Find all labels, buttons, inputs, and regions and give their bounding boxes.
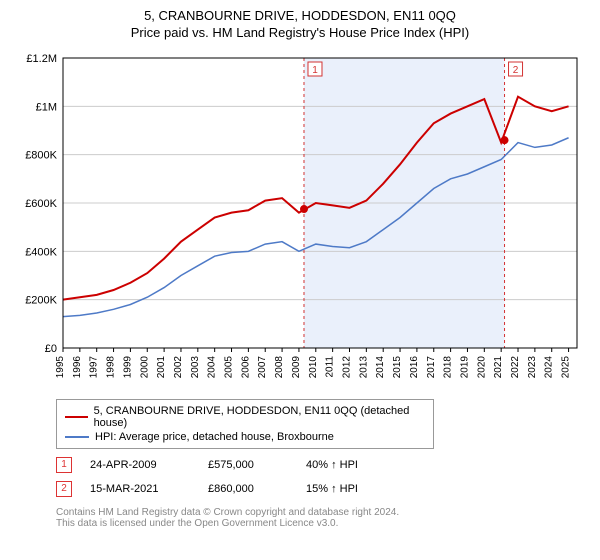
- svg-text:£0: £0: [45, 343, 57, 355]
- svg-text:1999: 1999: [122, 356, 133, 379]
- chart-container: £0 £200K £400K £600K £800K £1M £1.2M 1995 1996 19…: [15, 48, 585, 393]
- svg-text:2023: 2023: [527, 356, 538, 379]
- svg-text:2: 2: [513, 65, 519, 76]
- svg-text:2003: 2003: [190, 356, 201, 379]
- svg-text:£600K: £600K: [25, 198, 57, 210]
- sale-marker-2: 2: [56, 481, 72, 497]
- sale-row-1: 1 24-APR-2009 £575,000 40% ↑ HPI: [56, 453, 592, 477]
- svg-text:2006: 2006: [240, 356, 251, 379]
- svg-text:2005: 2005: [224, 356, 235, 379]
- svg-text:2012: 2012: [341, 356, 352, 379]
- svg-text:£1M: £1M: [36, 101, 57, 113]
- svg-text:2018: 2018: [443, 356, 454, 379]
- svg-text:£400K: £400K: [25, 246, 57, 258]
- legend-row-2: HPI: Average price, detached house, Brox…: [65, 430, 425, 444]
- svg-text:1996: 1996: [72, 356, 83, 379]
- svg-text:£1.2M: £1.2M: [26, 53, 57, 65]
- legend-label-1: 5, CRANBOURNE DRIVE, HODDESDON, EN11 0QQ…: [94, 405, 425, 429]
- svg-text:1995: 1995: [55, 356, 66, 379]
- sale-date-1: 24-APR-2009: [90, 459, 190, 471]
- svg-text:2025: 2025: [561, 356, 572, 379]
- sales-data-rows: 1 24-APR-2009 £575,000 40% ↑ HPI 2 15-MA…: [56, 453, 592, 501]
- svg-text:2014: 2014: [375, 356, 386, 379]
- svg-text:1997: 1997: [89, 356, 100, 379]
- legend-box: 5, CRANBOURNE DRIVE, HODDESDON, EN11 0QQ…: [56, 399, 434, 449]
- svg-text:2007: 2007: [257, 356, 268, 379]
- legend-swatch-1: [65, 416, 88, 418]
- sale-price-1: £575,000: [208, 459, 288, 471]
- legend-swatch-2: [65, 436, 89, 438]
- svg-text:2020: 2020: [476, 356, 487, 379]
- svg-text:2011: 2011: [325, 356, 336, 378]
- svg-text:2002: 2002: [173, 356, 184, 379]
- sale-delta-2: 15% ↑ HPI: [306, 483, 406, 495]
- svg-text:1: 1: [312, 65, 318, 76]
- svg-text:2024: 2024: [544, 356, 555, 379]
- attribution-line1: Contains HM Land Registry data © Crown c…: [56, 507, 592, 518]
- sale-date-2: 15-MAR-2021: [90, 483, 190, 495]
- svg-text:2004: 2004: [207, 356, 218, 379]
- svg-text:2010: 2010: [308, 356, 319, 379]
- svg-text:2009: 2009: [291, 356, 302, 379]
- svg-text:2019: 2019: [459, 356, 470, 379]
- attribution-line2: This data is licensed under the Open Gov…: [56, 518, 592, 529]
- legend-label-2: HPI: Average price, detached house, Brox…: [95, 431, 334, 443]
- sale-price-2: £860,000: [208, 483, 288, 495]
- svg-text:£200K: £200K: [25, 295, 57, 307]
- svg-text:2022: 2022: [510, 356, 521, 379]
- legend-row-1: 5, CRANBOURNE DRIVE, HODDESDON, EN11 0QQ…: [65, 404, 425, 430]
- svg-text:£800K: £800K: [25, 150, 57, 162]
- sale-marker-1: 1: [56, 457, 72, 473]
- svg-text:2008: 2008: [274, 356, 285, 379]
- svg-text:2016: 2016: [409, 356, 420, 379]
- sale-row-2: 2 15-MAR-2021 £860,000 15% ↑ HPI: [56, 477, 592, 501]
- svg-text:1998: 1998: [106, 356, 117, 379]
- svg-text:2013: 2013: [358, 356, 369, 379]
- attribution: Contains HM Land Registry data © Crown c…: [56, 507, 592, 529]
- svg-text:2001: 2001: [156, 356, 167, 379]
- chart-title-line2: Price paid vs. HM Land Registry's House …: [8, 25, 592, 40]
- sale-delta-1: 40% ↑ HPI: [306, 459, 406, 471]
- price-chart: £0 £200K £400K £600K £800K £1M £1.2M 1995 1996 19…: [15, 48, 585, 388]
- svg-text:2021: 2021: [493, 356, 504, 379]
- svg-text:2000: 2000: [139, 356, 150, 379]
- chart-title-line1: 5, CRANBOURNE DRIVE, HODDESDON, EN11 0QQ: [8, 8, 592, 23]
- svg-text:2017: 2017: [426, 356, 437, 379]
- svg-text:2015: 2015: [392, 356, 403, 379]
